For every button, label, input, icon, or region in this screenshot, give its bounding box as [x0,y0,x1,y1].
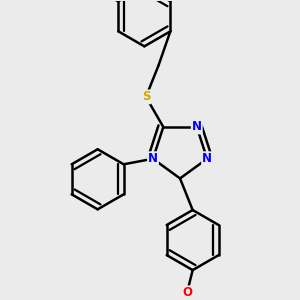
Text: S: S [142,90,150,104]
Text: N: N [192,121,202,134]
Text: N: N [148,152,158,165]
Text: O: O [182,286,192,299]
Text: N: N [202,152,212,165]
